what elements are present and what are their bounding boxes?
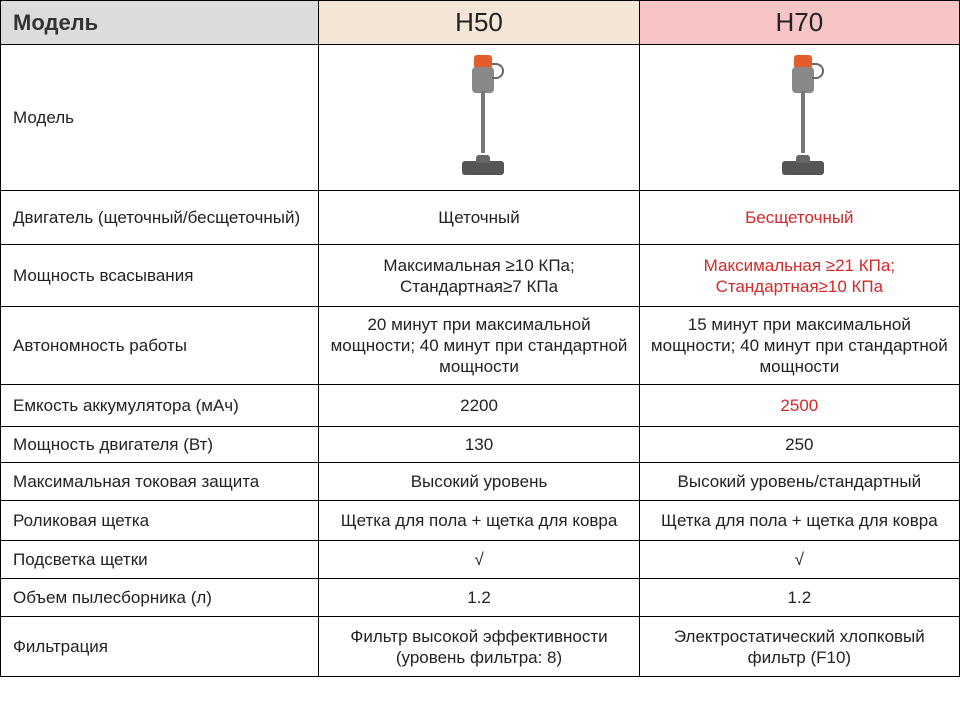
row-label: Двигатель (щеточный/бесщеточный) [1, 191, 319, 245]
cell-h50: √ [319, 541, 639, 579]
cell-h70: 2500 [639, 385, 959, 427]
cell-h70: √ [639, 541, 959, 579]
table-row: Автономность работы20 минут при максимал… [1, 307, 960, 385]
cell-h70: Бесщеточный [639, 191, 959, 245]
row-label: Подсветка щетки [1, 541, 319, 579]
table-row: Максимальная токовая защитаВысокий урове… [1, 463, 960, 501]
table-row: Емкость аккумулятора (мАч)22002500 [1, 385, 960, 427]
row-label: Объем пылесборника (л) [1, 579, 319, 617]
cell-h70: 1.2 [639, 579, 959, 617]
row-label: Автономность работы [1, 307, 319, 385]
table-row: Мощность двигателя (Вт)130250 [1, 427, 960, 463]
table-row: Мощность всасыванияМаксимальная ≥10 КПа;… [1, 245, 960, 307]
cell-h50: 130 [319, 427, 639, 463]
cell-h50: 1.2 [319, 579, 639, 617]
row-label: Емкость аккумулятора (мАч) [1, 385, 319, 427]
cell-h70 [639, 45, 959, 191]
cell-h50: Фильтр высокой эффективности (уровень фи… [319, 617, 639, 677]
cell-h50: 20 минут при максимальной мощности; 40 м… [319, 307, 639, 385]
cell-h50: 2200 [319, 385, 639, 427]
row-label: Мощность всасывания [1, 245, 319, 307]
row-label: Фильтрация [1, 617, 319, 677]
table-row: Объем пылесборника (л)1.21.2 [1, 579, 960, 617]
header-col-h50: H50 [319, 1, 639, 45]
cell-h50: Высокий уровень [319, 463, 639, 501]
row-label: Роликовая щетка [1, 501, 319, 541]
cell-h70: Щетка для пола + щетка для ковра [639, 501, 959, 541]
cell-h50: Щеточный [319, 191, 639, 245]
header-label: Модель [1, 1, 319, 45]
row-label: Мощность двигателя (Вт) [1, 427, 319, 463]
table-row: Роликовая щеткаЩетка для пола + щетка дл… [1, 501, 960, 541]
row-label: Модель [1, 45, 319, 191]
cell-h70: 15 минут при максимальной мощности; 40 м… [639, 307, 959, 385]
header-col-h70: H70 [639, 1, 959, 45]
cell-h50 [319, 45, 639, 191]
cell-h70: Максимальная ≥21 КПа; Стандартная≥10 КПа [639, 245, 959, 307]
table-row: ФильтрацияФильтр высокой эффективности (… [1, 617, 960, 677]
table-row: Двигатель (щеточный/бесщеточный)Щеточный… [1, 191, 960, 245]
cell-h70: Высокий уровень/стандартный [639, 463, 959, 501]
vacuum-icon [444, 55, 514, 175]
vacuum-icon [764, 55, 834, 175]
cell-h70: 250 [639, 427, 959, 463]
header-row: Модель H50 H70 [1, 1, 960, 45]
table-row: Модель [1, 45, 960, 191]
cell-h50: Максимальная ≥10 КПа; Стандартная≥7 КПа [319, 245, 639, 307]
cell-h70: Электростатический хлопковый фильтр (F10… [639, 617, 959, 677]
table-row: Подсветка щетки√√ [1, 541, 960, 579]
row-label: Максимальная токовая защита [1, 463, 319, 501]
comparison-table: Модель H50 H70 МодельДвигатель (щеточный… [0, 0, 960, 677]
cell-h50: Щетка для пола + щетка для ковра [319, 501, 639, 541]
